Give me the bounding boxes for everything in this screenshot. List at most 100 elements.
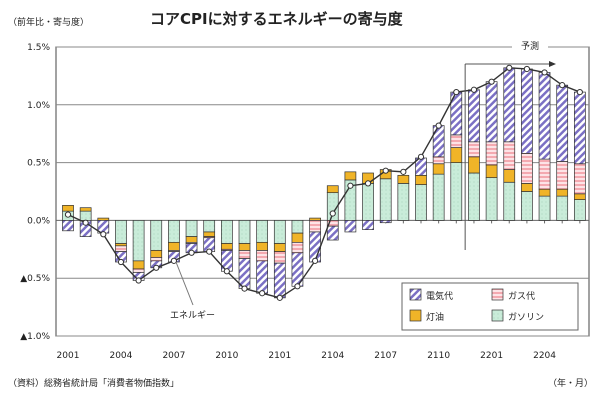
bar-gas — [485, 141, 498, 166]
bar-gas — [521, 153, 533, 184]
x-tick-label: 2101 — [268, 351, 291, 361]
bar-kerosene — [450, 147, 463, 163]
bar-gasoline — [79, 210, 92, 221]
bar-gas — [238, 250, 251, 259]
bar-electricity — [521, 68, 533, 154]
energy-point — [188, 249, 195, 256]
bar-electricity — [273, 262, 286, 299]
bar-gas — [468, 141, 480, 158]
bar-gasoline — [521, 191, 533, 221]
energy-point — [400, 168, 407, 175]
bar-gasoline — [415, 184, 427, 221]
bar-kerosene — [203, 231, 216, 237]
bar-kerosene — [291, 232, 304, 243]
bar-kerosene — [538, 188, 551, 197]
bar-gas — [573, 163, 586, 195]
bar-gasoline — [273, 220, 286, 244]
bar-kerosene — [273, 243, 286, 252]
bar-gas — [132, 268, 145, 273]
bar-electricity — [326, 225, 339, 241]
bar-kerosene — [326, 185, 339, 194]
bar-gasoline — [450, 162, 463, 221]
bar-kerosene — [344, 171, 357, 181]
bar-kerosene — [503, 169, 516, 183]
y-tick-label: 0.0% — [27, 216, 50, 226]
energy-line — [67, 67, 581, 299]
bar-electricity — [344, 220, 357, 233]
bar-gas — [432, 156, 445, 165]
bar-gasoline — [379, 178, 392, 221]
energy-point — [223, 268, 230, 275]
bar-gasoline — [432, 173, 445, 221]
legend-swatch — [409, 309, 422, 322]
bar-electricity — [309, 231, 321, 263]
bar-gasoline — [397, 183, 410, 221]
bar-electricity — [62, 220, 74, 232]
energy-point — [117, 258, 125, 266]
bar-gasoline — [538, 195, 551, 221]
bar-kerosene — [221, 243, 233, 250]
energy-point — [206, 248, 213, 255]
bar-gas — [150, 257, 163, 262]
bar-gas — [450, 134, 463, 148]
energy-point — [259, 290, 266, 297]
bar-gasoline — [291, 220, 304, 234]
energy-point — [417, 153, 425, 160]
bar-electricity — [485, 81, 498, 143]
bar-kerosene — [185, 236, 198, 243]
legend-swatch — [491, 288, 504, 301]
arrow-head-icon — [549, 61, 556, 67]
energy-point — [382, 167, 389, 174]
bar-kerosene — [468, 156, 480, 174]
x-tick-label: 2107 — [374, 351, 397, 361]
energy-point — [506, 64, 513, 71]
energy-point — [576, 88, 583, 96]
energy-point — [364, 180, 372, 187]
bar-kerosene — [521, 183, 533, 192]
energy-point — [135, 277, 142, 284]
bar-kerosene — [79, 207, 92, 212]
annotation-pointer — [175, 261, 194, 306]
bar-kerosene — [62, 205, 74, 212]
bar-gasoline — [168, 220, 180, 243]
bar-gas — [273, 251, 286, 264]
bar-gasoline — [115, 220, 127, 244]
energy-point — [64, 211, 72, 218]
bar-kerosene — [168, 242, 180, 251]
bar-gasoline — [203, 220, 216, 233]
bar-electricity — [538, 72, 551, 160]
bar-gasoline — [485, 177, 498, 221]
forecast-label-bg — [512, 38, 548, 52]
legend-label: ガス代 — [508, 291, 535, 302]
bar-gasoline — [362, 183, 374, 221]
bar-gasoline — [238, 220, 251, 244]
x-tick-label: 2204 — [533, 351, 556, 361]
bar-kerosene — [256, 242, 268, 251]
energy-point — [276, 294, 283, 301]
y-tick-label: 1.5% — [27, 43, 50, 53]
legend-label: 灯油 — [426, 311, 444, 323]
bar-electricity — [379, 220, 392, 224]
bar-gas — [291, 242, 304, 254]
bar-gasoline — [468, 172, 480, 221]
y-tick-label: ▲0.5% — [20, 274, 50, 284]
bar-gas — [538, 158, 551, 190]
energy-line-label: エネルギー — [170, 310, 215, 321]
legend-swatch — [409, 288, 422, 301]
energy-point — [153, 264, 160, 271]
legend-swatch — [491, 309, 504, 322]
bar-gasoline — [556, 195, 569, 221]
bar-gas — [309, 220, 321, 233]
bar-kerosene — [415, 174, 427, 185]
bar-electricity — [503, 67, 516, 143]
bar-gas — [256, 250, 268, 262]
x-tick-label: 2104 — [321, 351, 344, 361]
y-axis-label: （前年比・寄与度） — [8, 18, 90, 28]
bar-gasoline — [150, 220, 163, 251]
bar-kerosene — [132, 260, 145, 270]
energy-point — [435, 122, 442, 129]
bar-electricity — [362, 220, 374, 230]
energy-point — [523, 65, 531, 73]
